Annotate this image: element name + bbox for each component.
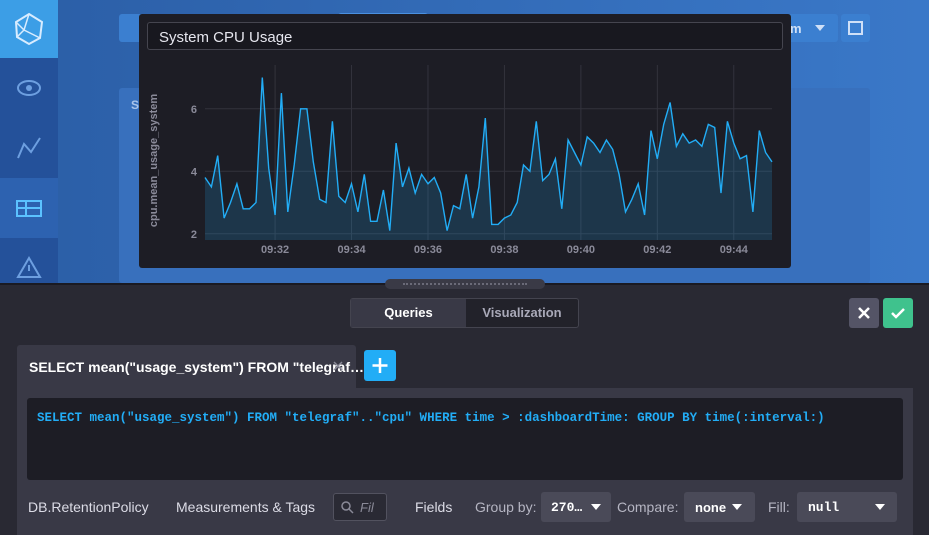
compare-value: none <box>695 500 727 515</box>
eye-icon[interactable] <box>0 58 58 118</box>
plus-icon <box>372 358 388 373</box>
query-tab[interactable]: SELECT mean("usage_system") FROM "telegr… <box>17 345 364 388</box>
compare-dropdown[interactable]: none <box>684 492 755 522</box>
confirm-button[interactable] <box>883 298 913 328</box>
query-editor[interactable]: SELECT mean("usage_system") FROM "telegr… <box>27 398 903 480</box>
fill-value: null <box>808 500 840 515</box>
dropdown-text-fragment: m <box>790 21 802 36</box>
db-label[interactable]: DB.RetentionPolicy <box>28 499 149 515</box>
query-tab-close[interactable] <box>332 360 344 372</box>
x-tick-label: 09:40 <box>567 244 595 256</box>
caret-icon <box>875 504 885 510</box>
x-tick-label: 09:44 <box>720 244 749 256</box>
y-axis-label: cpu.mean_usage_system <box>148 94 160 228</box>
chart-title: System CPU Usage <box>159 29 293 46</box>
compare-label: Compare: <box>617 499 679 515</box>
chart-title-input[interactable]: System CPU Usage <box>147 22 783 50</box>
x-tick-label: 09:34 <box>337 244 366 256</box>
caret-icon <box>732 504 742 510</box>
series-line <box>204 77 773 231</box>
group-by-value: 270… <box>551 500 583 515</box>
search-input[interactable]: Fil <box>333 493 387 521</box>
y-tick-label: 2 <box>191 229 197 241</box>
x-tick-label: 09:42 <box>643 244 671 256</box>
cell-title-fragment: S <box>131 98 140 112</box>
graph-icon[interactable] <box>0 118 58 178</box>
group-by-label: Group by: <box>475 499 537 515</box>
measurements-label[interactable]: Measurements & Tags <box>176 499 316 515</box>
tab-visualization[interactable]: Visualization <box>482 305 562 320</box>
check-icon <box>891 308 905 319</box>
group-by-dropdown[interactable]: 270… <box>541 492 611 522</box>
fullscreen-button[interactable] <box>841 14 870 42</box>
fullscreen-icon <box>848 21 863 35</box>
chart: 2 4 6 09:32 09:34 09:36 09:38 09:40 09:42 09:44 cp… <box>148 65 773 256</box>
area-fill <box>205 77 772 240</box>
sidebar <box>0 0 58 283</box>
y-tick-label: 4 <box>191 166 198 178</box>
dashboard-icon <box>16 200 42 217</box>
query-text: SELECT mean("usage_system") FROM "telegr… <box>37 411 825 425</box>
tab-queries[interactable]: Queries <box>351 299 466 327</box>
logo[interactable] <box>0 0 58 58</box>
add-query-button[interactable] <box>364 350 396 381</box>
caret-icon <box>815 25 825 31</box>
drag-handle[interactable] <box>385 279 545 289</box>
sidebar-active-item[interactable] <box>0 178 58 238</box>
x-tick-label: 09:32 <box>261 244 289 256</box>
caret-icon <box>591 504 601 510</box>
drag-dots <box>403 283 527 285</box>
tab-group: Queries Visualization <box>350 298 579 328</box>
x-tick-label: 09:38 <box>490 244 518 256</box>
chart-panel: System CPU Usage <box>139 14 791 268</box>
fill-label: Fill: <box>768 499 790 515</box>
query-panel: SELECT mean("usage_system") FROM "telegr… <box>17 388 913 535</box>
close-icon <box>858 307 870 319</box>
cancel-button[interactable] <box>849 298 879 328</box>
y-tick-label: 6 <box>191 104 197 116</box>
search-icon <box>341 501 354 514</box>
search-placeholder: Fil <box>360 500 374 515</box>
alert-icon[interactable] <box>0 238 58 283</box>
fields-label: Fields <box>415 499 453 515</box>
logo-icon <box>14 12 44 46</box>
query-tab-label: SELECT mean("usage_system") FROM "telegr… <box>29 359 364 375</box>
x-tick-label: 09:36 <box>414 244 442 256</box>
fill-dropdown[interactable]: null <box>797 492 897 522</box>
